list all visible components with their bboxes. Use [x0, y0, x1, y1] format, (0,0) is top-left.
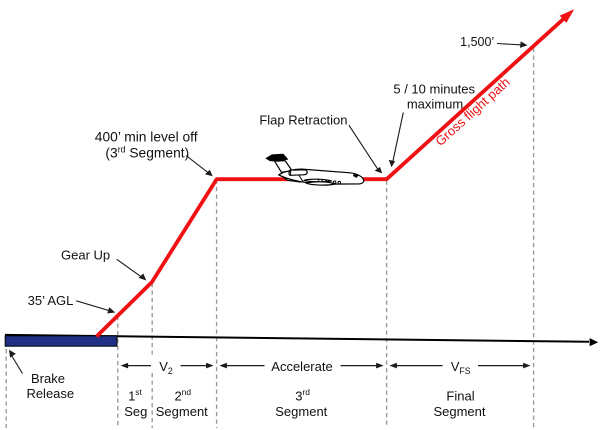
svg-text:35’ AGL: 35’ AGL — [28, 293, 74, 308]
svg-text:Segment: Segment — [433, 404, 485, 419]
svg-text:Gear Up: Gear Up — [61, 248, 110, 263]
svg-text:Brake: Brake — [31, 371, 65, 386]
svg-text:(3rd Segment): (3rd Segment) — [105, 145, 189, 161]
svg-text:Release: Release — [26, 386, 74, 401]
svg-text:400’ min level off: 400’ min level off — [95, 130, 198, 145]
svg-text:1,500’: 1,500’ — [460, 35, 494, 49]
svg-text:maximum: maximum — [407, 97, 463, 112]
svg-text:5 / 10 minutes: 5 / 10 minutes — [393, 82, 475, 97]
svg-text:Flap Retraction: Flap Retraction — [259, 112, 347, 127]
svg-text:Segment: Segment — [156, 404, 208, 419]
svg-text:Segment: Segment — [275, 404, 327, 419]
svg-text:Accelerate: Accelerate — [271, 359, 332, 374]
svg-text:Final: Final — [446, 388, 474, 403]
svg-text:Seg: Seg — [124, 404, 147, 419]
